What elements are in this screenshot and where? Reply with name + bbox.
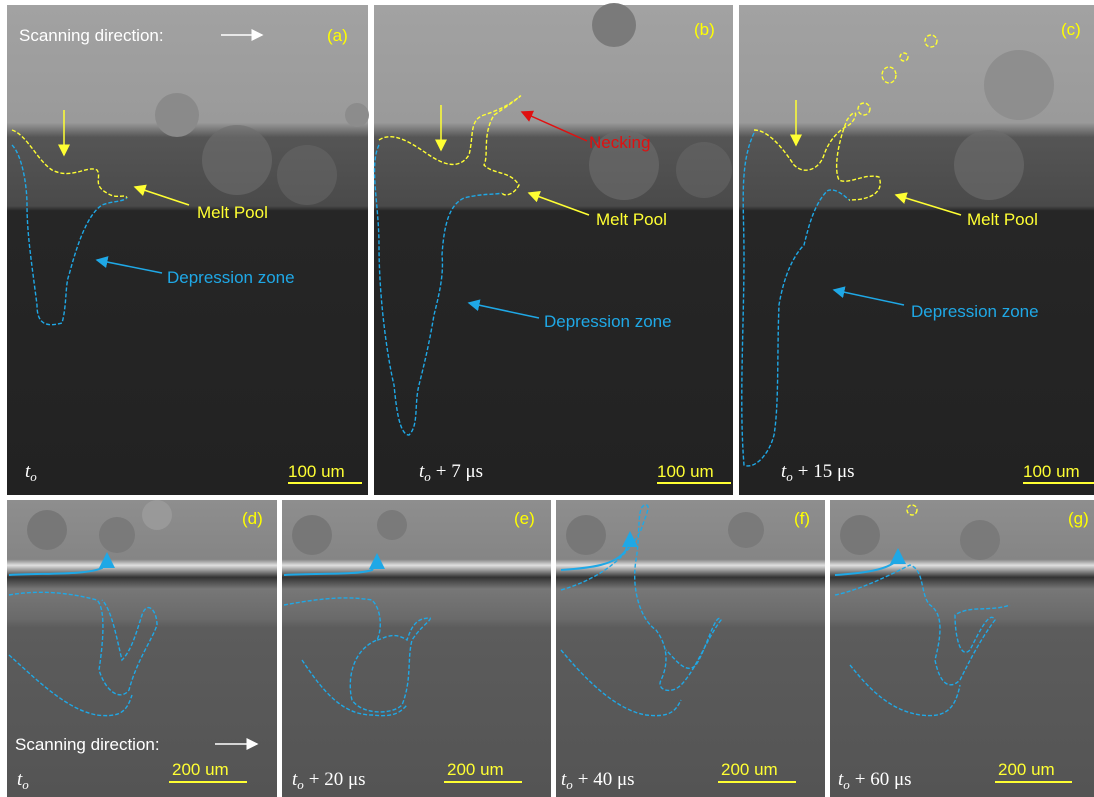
scale-bar: 200 um xyxy=(447,760,504,779)
panel-g: (g) to+ 60 μs 200 um xyxy=(830,500,1094,797)
panel-a: Scanning direction: (a) Melt Pool Depres… xyxy=(7,5,369,495)
depression-zone-label: Depression zone xyxy=(911,302,1039,321)
panel-e: (e) to+ 20 μs 200 um xyxy=(282,500,551,797)
image xyxy=(7,5,368,495)
figure: Scanning direction: (a) Melt Pool Depres… xyxy=(0,0,1094,797)
panel-label: (f) xyxy=(794,509,810,528)
depression-zone-label: Depression zone xyxy=(544,312,672,331)
panel-b: (b) Necking Melt Pool Depression zone to… xyxy=(374,3,733,495)
scale-bar: 100 um xyxy=(657,462,714,481)
panel-label: (e) xyxy=(514,509,535,528)
panel-f: (f) to+ 40 μs 200 um xyxy=(556,500,825,797)
panel-label: (d) xyxy=(242,509,263,528)
melt-pool-label: Melt Pool xyxy=(967,210,1038,229)
panel-label: (a) xyxy=(327,26,348,45)
scan-direction: Scanning direction: xyxy=(19,26,164,45)
panel-label: (g) xyxy=(1068,509,1089,528)
scale-bar: 100 um xyxy=(288,462,345,481)
scale-bar: 200 um xyxy=(172,760,229,779)
scale-bar: 200 um xyxy=(721,760,778,779)
panel-c: (c) Melt Pool Depression zone to+ 15 μs … xyxy=(739,5,1094,495)
melt-pool-label: Melt Pool xyxy=(197,203,268,222)
image xyxy=(374,5,733,495)
melt-pool-label: Melt Pool xyxy=(596,210,667,229)
panel-label: (b) xyxy=(694,20,715,39)
panel-d: (d) Scanning direction: to 200 um xyxy=(7,500,277,797)
scale-bar: 100 um xyxy=(1023,462,1080,481)
depression-zone-label: Depression zone xyxy=(167,268,295,287)
panel-label: (c) xyxy=(1061,20,1081,39)
necking-label: Necking xyxy=(589,133,650,152)
scale-bar: 200 um xyxy=(998,760,1055,779)
scan-direction: Scanning direction: xyxy=(15,735,160,754)
